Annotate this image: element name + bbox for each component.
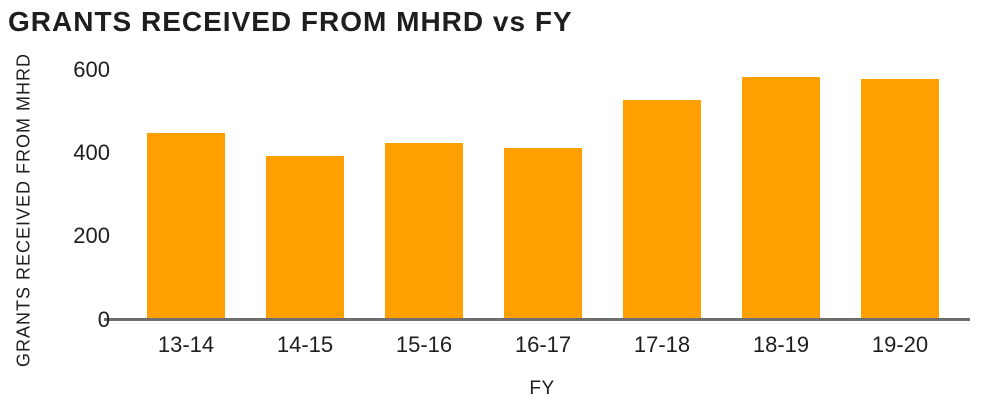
- y-tick-label: 400: [73, 140, 110, 166]
- bar-18-19: [742, 76, 820, 318]
- x-tick-label: 17-18: [633, 332, 691, 357]
- x-tick-label: 14-15: [276, 332, 334, 357]
- y-tick-label: 0: [97, 306, 110, 332]
- bar-17-18: [623, 99, 701, 318]
- y-tick-label: 200: [73, 223, 110, 249]
- x-tick-label: 16-17: [514, 332, 572, 357]
- bar-13-14: [147, 132, 225, 318]
- bar-19-20: [861, 78, 939, 318]
- x-tick-label: 13-14: [157, 332, 215, 357]
- bar-14-15: [266, 155, 344, 318]
- x-tick-label: 15-16: [395, 332, 453, 357]
- bar-16-17: [504, 148, 582, 318]
- y-tick-label: 600: [73, 57, 110, 82]
- bar-15-16: [385, 143, 463, 318]
- x-tick-label: 19-20: [871, 332, 929, 357]
- x-tick-label: 18-19: [752, 332, 810, 357]
- x-axis-title: FY: [529, 378, 555, 399]
- chart-title: GRANTS RECEIVED FROM MHRD vs FY: [8, 6, 573, 37]
- x-axis-baseline: [104, 318, 970, 321]
